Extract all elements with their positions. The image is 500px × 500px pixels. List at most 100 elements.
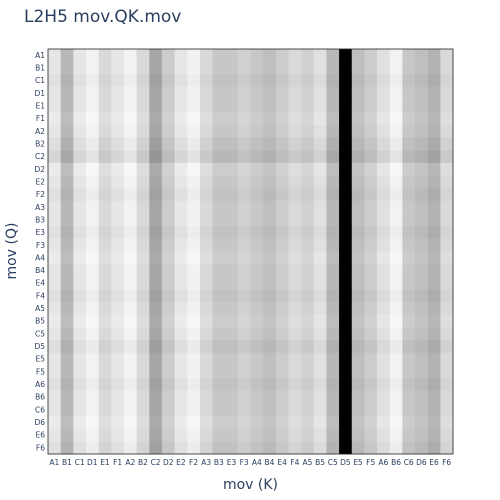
heatmap-cell: [85, 378, 99, 392]
heatmap-cell: [326, 74, 340, 88]
heatmap-cell: [402, 428, 416, 442]
heatmap-cell: [48, 226, 61, 240]
heatmap-cell: [212, 188, 226, 202]
heatmap-cell: [187, 213, 201, 227]
x-tick-label: D1: [87, 458, 98, 467]
heatmap-cell: [263, 352, 277, 366]
heatmap-cell: [73, 99, 87, 113]
heatmap-cell: [237, 276, 251, 290]
heatmap-cell: [237, 124, 251, 138]
heatmap-cell: [149, 150, 163, 164]
heatmap-cell: [123, 251, 137, 265]
x-tick-label: A2: [125, 458, 135, 467]
heatmap-cell: [427, 99, 441, 113]
heatmap-cell: [288, 213, 302, 227]
heatmap-cell: [199, 403, 213, 417]
heatmap-cell: [313, 390, 327, 404]
heatmap-cell: [161, 314, 175, 328]
heatmap-cell: [326, 340, 340, 354]
heatmap-cell: [225, 327, 239, 341]
heatmap-cell: [174, 276, 188, 290]
heatmap-cell: [149, 61, 163, 75]
heatmap-cell: [275, 137, 289, 151]
heatmap-cell: [85, 112, 99, 126]
heatmap-cell: [174, 213, 188, 227]
heatmap-cell: [174, 390, 188, 404]
heatmap-cell: [136, 112, 150, 126]
y-tick-label: F4: [36, 291, 45, 300]
heatmap-cell: [313, 175, 327, 189]
heatmap-cell: [263, 188, 277, 202]
heatmap-cell: [237, 200, 251, 214]
heatmap-cell: [212, 86, 226, 100]
heatmap-cell: [389, 441, 403, 455]
heatmap-cell: [275, 175, 289, 189]
heatmap-cell: [149, 403, 163, 417]
heatmap-cell: [174, 302, 188, 316]
heatmap-cell: [301, 251, 315, 265]
heatmap-cell: [98, 112, 112, 126]
x-tick-label: B2: [138, 458, 148, 467]
heatmap-cell: [60, 226, 74, 240]
heatmap-cell: [364, 327, 378, 341]
heatmap-cell: [326, 213, 340, 227]
heatmap-cell: [199, 416, 213, 429]
heatmap-cell: [263, 390, 277, 404]
heatmap-cell: [60, 74, 74, 88]
heatmap-cell: [85, 276, 99, 290]
heatmap-cell: [288, 416, 302, 429]
heatmap-cell: [199, 137, 213, 151]
heatmap-cell: [187, 162, 201, 176]
heatmap-cell: [275, 403, 289, 417]
heatmap-cell: [161, 61, 175, 75]
heatmap-cell: [161, 428, 175, 442]
heatmap-cell: [389, 61, 403, 75]
heatmap-cell: [275, 162, 289, 176]
heatmap-cell: [389, 162, 403, 176]
heatmap-cell: [364, 314, 378, 328]
heatmap-cell: [275, 428, 289, 442]
heatmap-cell: [48, 213, 61, 227]
heatmap-cell: [351, 162, 365, 176]
heatmap-cell: [301, 49, 315, 62]
heatmap-cell: [313, 124, 327, 138]
heatmap-cell: [111, 441, 125, 455]
y-tick-label: C6: [35, 405, 45, 414]
heatmap-cell: [351, 416, 365, 429]
x-tick-label: F1: [113, 458, 122, 467]
heatmap-cell: [275, 61, 289, 75]
heatmap-cell: [161, 340, 175, 354]
heatmap-cell: [351, 302, 365, 316]
heatmap-cell: [440, 200, 454, 214]
heatmap-cell: [149, 137, 163, 151]
heatmap-cell: [301, 99, 315, 113]
heatmap-cell: [48, 188, 61, 202]
heatmap-cell: [212, 112, 226, 126]
heatmap-cell: [187, 238, 201, 252]
heatmap-cell: [149, 289, 163, 303]
heatmap-cell: [250, 365, 264, 379]
heatmap-cell: [263, 238, 277, 252]
heatmap-cell: [123, 327, 137, 341]
heatmap-cell: [339, 162, 353, 176]
heatmap-cell: [199, 378, 213, 392]
heatmap-cell: [351, 276, 365, 290]
heatmap-cell: [111, 264, 125, 278]
heatmap-cell: [313, 403, 327, 417]
heatmap-cell: [199, 428, 213, 442]
x-tick-label: D6: [416, 458, 427, 467]
heatmap-cell: [402, 238, 416, 252]
heatmap-cell: [339, 441, 353, 455]
heatmap-cell: [250, 238, 264, 252]
heatmap-cell: [402, 403, 416, 417]
heatmap-cell: [149, 428, 163, 442]
heatmap-cell: [149, 226, 163, 240]
heatmap-cell: [187, 302, 201, 316]
y-tick-label: E4: [35, 279, 45, 288]
heatmap-cell: [250, 86, 264, 100]
heatmap-cell: [161, 188, 175, 202]
heatmap-cell: [85, 74, 99, 88]
heatmap-cell: [313, 74, 327, 88]
heatmap-cell: [225, 390, 239, 404]
heatmap-cell: [212, 276, 226, 290]
